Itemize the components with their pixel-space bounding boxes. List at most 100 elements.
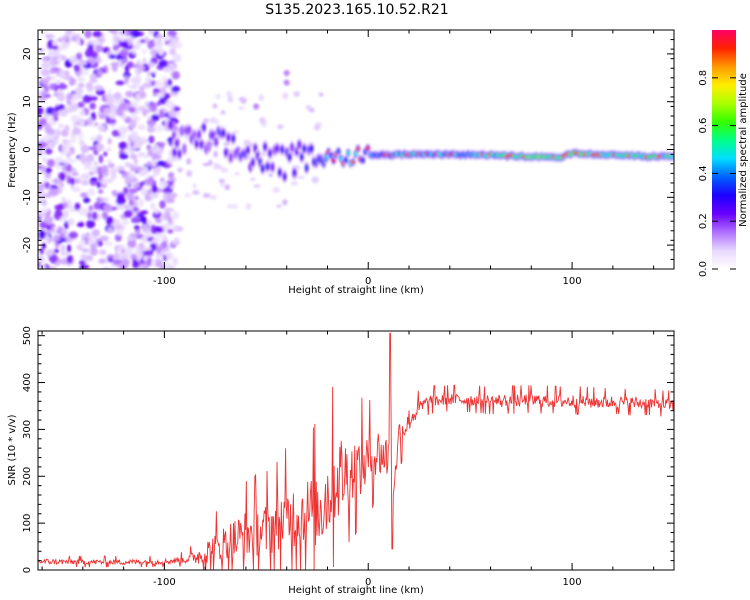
noise-blob <box>282 92 289 100</box>
noise-blob <box>53 157 64 164</box>
noise-blob <box>148 30 154 36</box>
noise-blob <box>58 104 65 110</box>
noise-blob <box>123 209 133 218</box>
noise-blob <box>283 70 290 77</box>
noise-blob <box>155 92 165 98</box>
noise-blob <box>57 53 63 62</box>
noise-blob <box>173 106 181 112</box>
noise-blob <box>76 209 86 215</box>
noise-blob <box>167 229 174 234</box>
spectrogram-noise <box>38 30 324 269</box>
noise-blob <box>130 119 137 129</box>
noise-blob <box>141 227 152 234</box>
noise-blob <box>108 30 116 34</box>
noise-blob <box>55 128 61 138</box>
noise-blob <box>154 208 160 214</box>
noise-blob <box>163 207 174 213</box>
noise-blob <box>74 64 80 73</box>
noise-blob <box>165 99 174 109</box>
noise-blob <box>151 237 161 243</box>
signal-peak <box>350 160 357 164</box>
chart-title: S135.2023.165.10.52.R21 <box>265 2 449 18</box>
noise-blob <box>47 249 54 257</box>
signal-cell <box>187 127 192 134</box>
y-tick-label: 300 <box>22 420 33 439</box>
noise-blob <box>98 154 104 164</box>
noise-blob <box>82 60 88 66</box>
noise-blob <box>131 216 140 223</box>
snr-plot-area <box>38 332 674 570</box>
noise-blob <box>186 170 193 177</box>
noise-blob <box>162 187 169 195</box>
noise-blob <box>84 30 92 39</box>
noise-blob <box>121 40 129 49</box>
noise-blob <box>245 202 252 210</box>
noise-blob <box>60 258 69 265</box>
noise-blob <box>151 144 160 153</box>
spectrogram-x-label: Height of straight line (km) <box>288 285 424 296</box>
noise-blob <box>45 167 52 174</box>
y-tick-label: -10 <box>22 189 33 205</box>
noise-blob <box>171 85 181 93</box>
noise-blob <box>62 145 70 150</box>
noise-blob <box>66 175 72 185</box>
noise-blob <box>214 164 223 169</box>
noise-blob <box>318 92 324 97</box>
noise-blob <box>126 236 136 241</box>
signal-cell <box>199 141 204 148</box>
noise-blob <box>126 61 134 69</box>
noise-blob <box>66 149 72 157</box>
signal-peak <box>364 146 371 150</box>
noise-blob <box>49 83 57 90</box>
noise-blob <box>106 158 113 164</box>
noise-blob <box>42 201 48 207</box>
spectrogram-plot-area <box>38 30 674 269</box>
noise-blob <box>98 240 103 247</box>
noise-blob <box>39 196 45 203</box>
noise-blob <box>119 153 129 160</box>
signal-cell <box>275 145 280 152</box>
noise-blob <box>156 47 164 55</box>
noise-blob <box>156 246 162 255</box>
noise-blob <box>114 244 119 253</box>
noise-blob <box>139 39 146 44</box>
noise-blob <box>51 45 59 51</box>
colorbar-tick-label: 0.8 <box>698 70 709 86</box>
noise-blob <box>89 102 96 110</box>
noise-blob <box>154 124 165 133</box>
signal-cell <box>214 138 218 145</box>
noise-blob <box>151 72 156 78</box>
signal-cell <box>197 131 201 138</box>
signal-peak <box>355 147 362 150</box>
noise-blob <box>49 69 56 74</box>
noise-blob <box>55 209 63 218</box>
x-tick-label: 0 <box>365 276 371 287</box>
noise-blob <box>138 85 145 93</box>
noise-blob <box>115 80 125 86</box>
noise-blob <box>97 124 106 132</box>
noise-blob <box>79 239 86 248</box>
y-tick-label: 0 <box>22 567 33 573</box>
noise-blob <box>283 79 290 86</box>
noise-blob <box>89 73 98 82</box>
noise-blob <box>133 140 140 150</box>
noise-blob <box>124 162 132 168</box>
y-tick-label: 0 <box>22 146 33 152</box>
noise-blob <box>118 141 128 150</box>
noise-blob <box>168 136 173 146</box>
noise-blob <box>220 182 225 188</box>
noise-blob <box>59 251 70 256</box>
noise-blob <box>66 163 72 172</box>
noise-blob <box>150 202 156 211</box>
noise-blob <box>44 85 50 93</box>
noise-blob <box>101 94 107 102</box>
x-tick-label: 0 <box>365 577 371 588</box>
noise-blob <box>84 254 93 261</box>
noise-blob <box>92 166 98 175</box>
noise-blob <box>253 103 260 110</box>
noise-blob <box>110 171 117 180</box>
noise-blob <box>212 103 218 109</box>
signal-cell <box>260 165 265 172</box>
signal-cell <box>309 145 314 152</box>
noise-blob <box>220 110 226 115</box>
